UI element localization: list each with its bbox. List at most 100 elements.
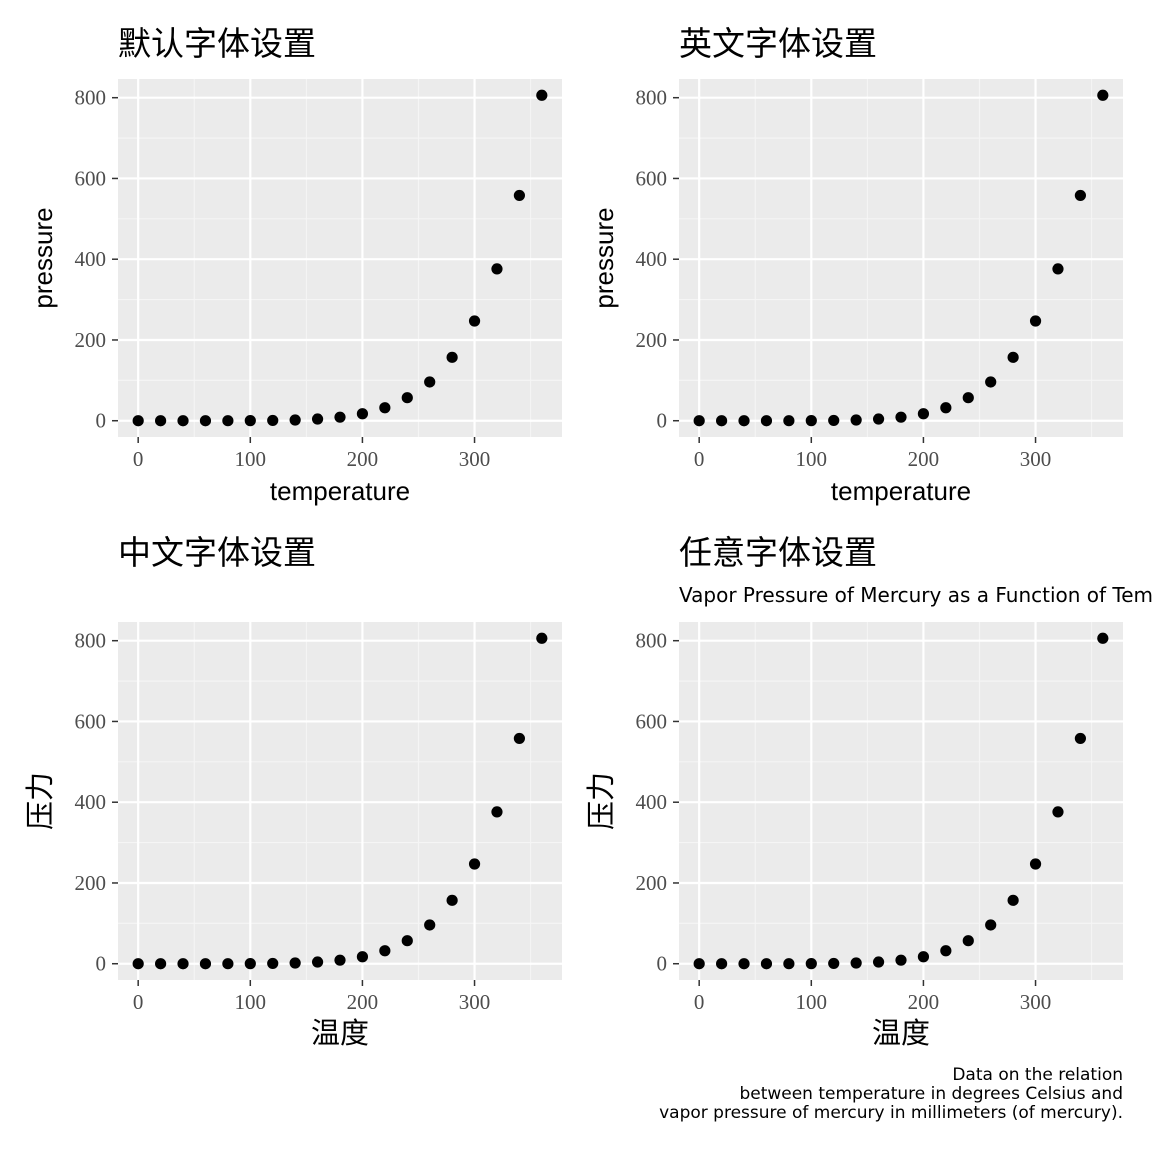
x-tick-label: 100 [796,447,828,471]
data-point [267,957,279,970]
chart-title: 英文字体设置 [679,24,877,63]
y-tick-label: 800 [636,86,668,110]
x-tick-label: 100 [796,990,828,1014]
data-point [1007,894,1019,906]
chart-panel-2: 0 100 200 300 0 200 400 600 800 英文字体设置 temperature… [589,24,1123,506]
x-tick-label: 300 [1020,990,1052,1014]
chart-title: 中文字体设置 [118,533,316,572]
data-point [468,858,481,870]
data-point [783,415,795,427]
data-point [917,408,930,420]
plot-panel-background [118,622,562,980]
data-point [379,945,391,957]
data-point [760,415,773,427]
y-tick-label: 200 [75,871,107,895]
data-point [738,958,750,970]
data-point [513,189,525,202]
data-point [334,411,346,423]
x-tick-label: 0 [133,447,144,471]
y-tick-label: 0 [657,409,668,433]
x-axis-label: temperature [270,476,410,506]
data-point [850,414,862,426]
y-axis-label: pressure [28,207,58,308]
data-point [222,415,234,427]
y-tick-label: 800 [75,86,107,110]
x-tick-label: 0 [694,990,705,1014]
data-point [716,415,728,427]
data-point [424,919,436,931]
x-tick-label: 300 [459,447,491,471]
x-tick-label: 100 [235,990,267,1014]
data-point [895,954,907,966]
y-axis-label: 压力 [585,772,618,830]
data-point [199,415,212,427]
data-point [1029,858,1042,870]
data-point [132,958,144,970]
data-point [738,415,750,427]
y-tick-label: 0 [657,952,668,976]
data-point [356,951,369,963]
plot-panel-background [118,79,562,437]
data-point [872,956,885,968]
y-tick-label: 0 [96,409,107,433]
data-point [267,414,279,427]
data-point [491,806,503,818]
data-point [917,951,930,963]
chart-panel-4: 0 100 200 300 0 200 400 600 800 任意字体设置 Vapor Press… [585,533,1152,1123]
data-point [311,956,324,968]
data-point [962,392,974,404]
data-point [379,402,391,414]
data-point [468,315,481,327]
data-point [1029,315,1042,327]
data-point [132,415,144,427]
data-point [940,402,952,414]
plot-panel-background [679,622,1123,980]
data-point [805,958,817,970]
data-point [199,958,212,970]
data-point [693,958,705,970]
data-point [760,958,773,970]
data-point [401,392,413,404]
data-point [334,954,346,966]
data-point [828,957,840,970]
y-tick-label: 600 [636,166,668,190]
data-point [155,958,167,970]
data-point [244,958,256,970]
y-tick-label: 400 [75,247,107,271]
chart-caption-line: vapor pressure of mercury in millimeters… [659,1103,1123,1123]
data-point [311,413,324,425]
y-tick-label: 400 [636,790,668,814]
data-point [222,958,234,970]
data-point [1074,732,1086,745]
data-point [446,894,458,906]
data-point [985,376,997,388]
x-axis-label: 温度 [872,1017,930,1050]
x-tick-label: 300 [459,990,491,1014]
chart-title: 默认字体设置 [118,24,316,63]
data-point [177,415,189,427]
x-tick-label: 0 [133,990,144,1014]
data-point [356,408,369,420]
data-point [805,415,817,427]
data-point [289,957,301,969]
data-point [1074,189,1086,202]
y-tick-label: 200 [75,328,107,352]
y-tick-label: 600 [75,709,107,733]
chart-caption-line: Data on the relation [952,1065,1123,1085]
data-point [985,919,997,931]
data-point [491,263,503,275]
data-point [693,415,705,427]
y-tick-label: 0 [96,952,107,976]
data-point [828,414,840,427]
data-point [289,414,301,426]
data-point [424,376,436,388]
data-point [1052,806,1064,818]
x-tick-label: 200 [908,447,940,471]
data-point [940,945,952,957]
y-tick-label: 200 [636,871,668,895]
x-tick-label: 200 [347,990,379,1014]
data-point [513,732,525,745]
data-point [401,935,413,947]
